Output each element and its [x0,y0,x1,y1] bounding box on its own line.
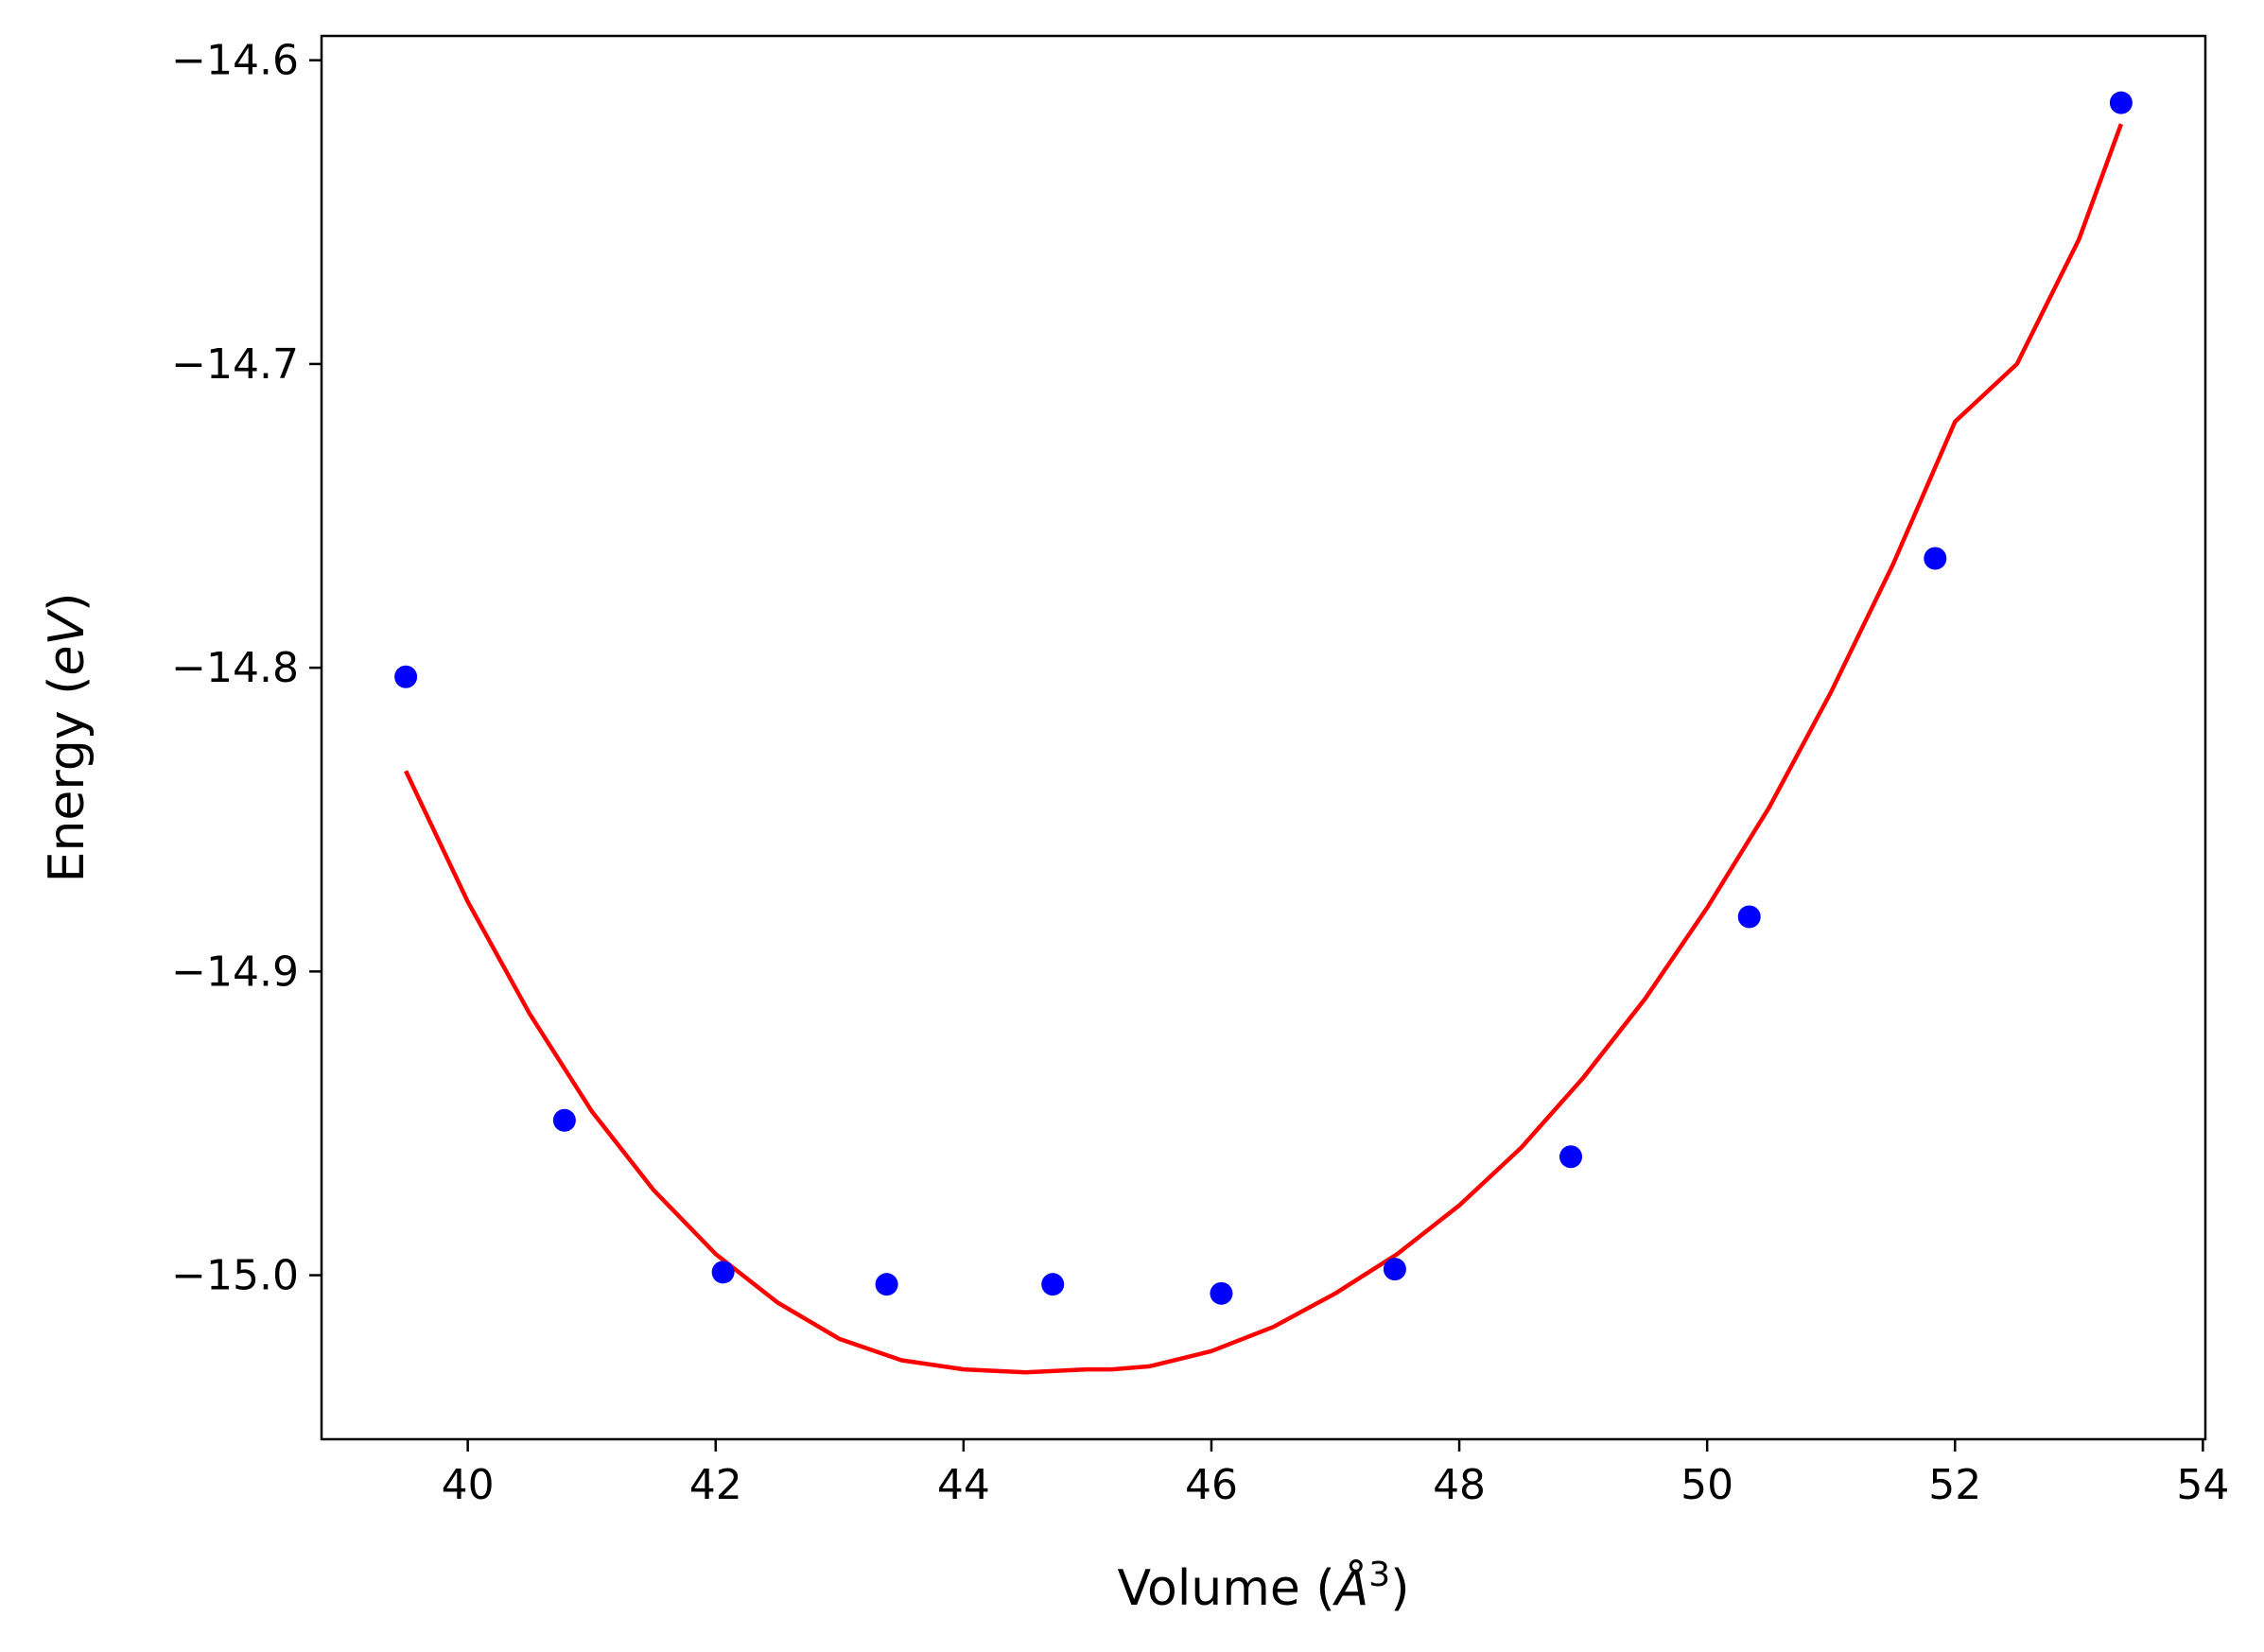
y-tick-label: −14.7 [171,340,299,389]
y-axis-label-close: ) [39,593,96,612]
x-tick-label: 54 [2176,1461,2229,1509]
x-tick-label: 42 [689,1461,742,1509]
data-point [1210,1281,1233,1305]
x-axis-label-exponent: 3 [1368,1556,1390,1594]
data-point [2109,91,2133,114]
x-axis-label-close: ) [1390,1560,1409,1617]
data-point [1737,905,1761,929]
data-point [552,1108,576,1132]
x-tick-label: 50 [1681,1461,1733,1509]
data-point [394,665,418,688]
tick-layer: 40 42 44 46 48 50 52 54 −15.0 −14.9 −14.8 −14.7 −14.… [171,37,2229,1509]
x-axis-label-symbol: Å [1332,1558,1369,1617]
y-tick-label: −14.6 [171,37,299,85]
plot-frame [320,34,2207,1441]
data-point [1383,1258,1406,1281]
x-tick-label: 48 [1433,1461,1486,1509]
x-tick-label: 44 [937,1461,990,1509]
plot-layer [394,91,2133,1375]
data-point [1924,547,1947,570]
y-axis-label-text: Energy ( [39,676,96,883]
y-axis-label-unit: eV [39,609,96,676]
y-axis-label: Energy (eV) [39,593,96,883]
y-tick-label: −14.9 [171,948,299,996]
x-tick-label: 52 [1928,1461,1981,1509]
fit-curve-line [404,123,2124,1375]
data-point [1041,1273,1065,1296]
x-axis-label-text: Volume ( [1118,1560,1335,1617]
x-tick-label: 46 [1185,1461,1238,1509]
y-tick-label: −15.0 [171,1252,299,1300]
data-point [711,1261,735,1284]
data-point [1559,1145,1583,1169]
y-tick-label: −14.8 [171,644,299,692]
x-tick-label: 40 [442,1461,495,1509]
data-point [875,1273,898,1296]
x-axis-label: Volume (Å3) [1118,1556,1410,1617]
